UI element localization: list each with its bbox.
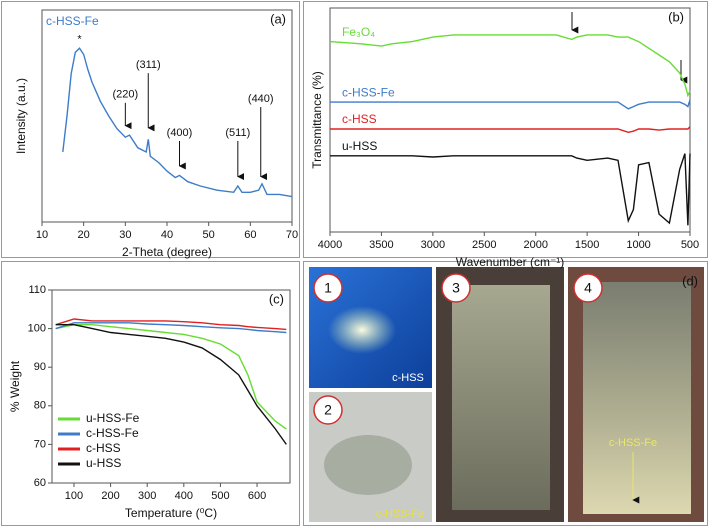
photo-caption: c-HSS — [392, 372, 424, 384]
x-tick-label: 300 — [138, 490, 156, 502]
photo-panel: 1 2 3 4 c-HSS c-HSS-Fe c-HSS-Fe (d) — [309, 267, 704, 522]
series-line — [329, 34, 691, 98]
x-tick-label: 20 — [78, 229, 90, 241]
annotation: (220) — [112, 89, 138, 101]
x-tick-label: 1000 — [626, 239, 650, 251]
x-tick-label: 600 — [248, 490, 266, 502]
panel-label: (a) — [270, 11, 286, 26]
annotation: (440) — [248, 93, 274, 105]
x-tick-label: 2000 — [523, 239, 547, 251]
x-tick-label: 500 — [211, 490, 229, 502]
panel-label: (b) — [668, 9, 684, 24]
x-axis-label: Wavenumber (cm⁻¹) — [456, 255, 565, 269]
photo-number: 1 — [324, 280, 332, 296]
x-tick-label: 4000 — [318, 239, 342, 251]
x-tick-label: 500 — [681, 239, 699, 251]
photo-number: 3 — [452, 280, 460, 296]
panel-frame — [1, 1, 300, 258]
x-tick-label: 10 — [36, 229, 48, 241]
legend-label: c-HSS — [86, 441, 121, 455]
y-axis-label: % Weight — [8, 360, 22, 412]
x-axis-label: Temperature (⁰C) — [125, 506, 217, 520]
legend-label: c-HSS-Fe — [46, 14, 99, 28]
panel-frame — [303, 1, 708, 258]
panel-label: (d) — [682, 273, 698, 288]
x-tick-label: 100 — [65, 490, 83, 502]
panel-label: (c) — [269, 291, 284, 306]
y-tick-label: 70 — [34, 438, 46, 450]
legend-label: u-HSS — [86, 456, 121, 470]
x-tick-label: 3500 — [369, 239, 393, 251]
panel-frame — [303, 261, 708, 526]
x-tick-label: 2500 — [472, 239, 496, 251]
x-tick-label: 60 — [244, 229, 256, 241]
block — [583, 282, 691, 514]
plot-frame — [329, 7, 691, 233]
photo-number-badge — [313, 273, 343, 303]
series-line — [330, 126, 691, 134]
annotation: (400) — [167, 127, 193, 139]
y-axis-label: Transmittance (%) — [310, 71, 324, 169]
photo-number-badge — [441, 273, 471, 303]
series-line — [55, 322, 287, 334]
photo-number-badge — [313, 395, 343, 425]
series-line — [55, 318, 287, 331]
photo-number: 2 — [324, 402, 332, 418]
series-label: u-HSS — [342, 139, 377, 153]
photo-number: 4 — [584, 280, 592, 296]
x-tick-label: 3000 — [421, 239, 445, 251]
y-tick-label: 90 — [34, 361, 46, 373]
series-line — [55, 324, 287, 430]
annotation: * — [77, 34, 82, 46]
y-tick-label: 80 — [34, 400, 46, 412]
series-label: c-HSS-Fe — [342, 85, 395, 99]
legend-label: u-HSS-Fe — [86, 411, 140, 425]
series-label: Fe₃O₄ — [342, 25, 375, 39]
powder — [328, 306, 396, 354]
series-line — [55, 324, 287, 445]
plot-frame — [51, 289, 291, 484]
series-line — [62, 47, 293, 198]
photo-caption: c-HSS-Fe — [609, 437, 657, 449]
photo-caption: c-HSS-Fe — [376, 508, 424, 520]
x-tick-label: 70 — [286, 229, 298, 241]
y-axis-label: Intensity (a.u.) — [14, 78, 28, 154]
annotation: (511) — [225, 127, 250, 139]
x-tick-label: 1500 — [575, 239, 599, 251]
x-tick-label: 30 — [119, 229, 131, 241]
x-axis-label: 2-Theta (degree) — [122, 245, 212, 259]
block — [452, 285, 550, 510]
annotation: (311) — [136, 59, 161, 71]
series-label: c-HSS — [342, 112, 377, 126]
legend-label: c-HSS-Fe — [86, 426, 139, 440]
x-tick-label: 50 — [203, 229, 215, 241]
y-tick-label: 110 — [28, 284, 46, 296]
powder — [324, 435, 412, 495]
x-tick-label: 40 — [161, 229, 173, 241]
panel-frame — [1, 261, 300, 526]
photo-number-badge — [573, 273, 603, 303]
x-tick-label: 400 — [175, 490, 193, 502]
y-tick-label: 100 — [28, 323, 46, 335]
x-tick-label: 200 — [101, 490, 119, 502]
series-line — [330, 99, 691, 110]
y-tick-label: 60 — [34, 477, 46, 489]
series-line — [330, 153, 691, 226]
